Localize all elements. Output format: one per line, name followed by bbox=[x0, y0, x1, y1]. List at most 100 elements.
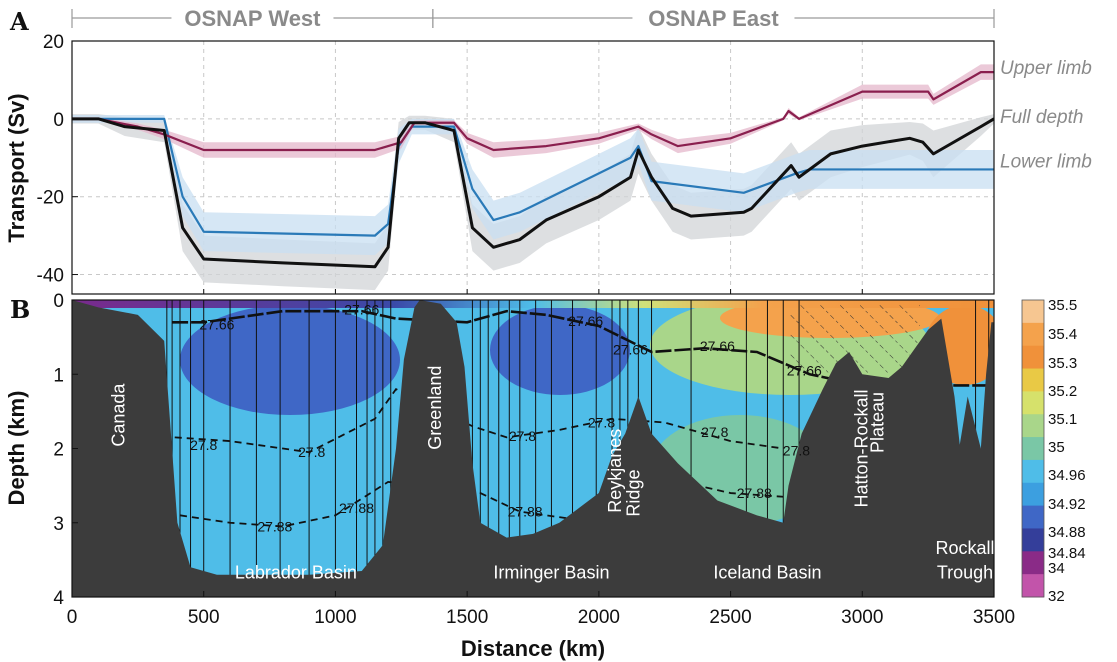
x-tick-label: 2000 bbox=[578, 607, 620, 628]
colorbar-label: 35.1 bbox=[1048, 411, 1077, 428]
colorbar-swatch bbox=[1022, 391, 1044, 415]
region-label: Canada bbox=[109, 383, 129, 447]
series-label: Full depth bbox=[1000, 107, 1083, 128]
x-tick-label: 500 bbox=[188, 607, 220, 628]
line-upper-limb bbox=[72, 71, 994, 152]
colorbar-swatch bbox=[1022, 437, 1044, 461]
colorbar-label: 35.4 bbox=[1048, 326, 1077, 343]
colorbar-swatch bbox=[1022, 528, 1044, 552]
line-full-depth bbox=[72, 117, 994, 269]
contour-label: 27.88 bbox=[257, 518, 292, 534]
region-label: Irminger Basin bbox=[493, 562, 609, 582]
transport-y-ticks: 20 0 -20 -40 bbox=[37, 32, 995, 294]
series-label: Lower limb bbox=[1000, 151, 1092, 172]
y-tick-label: 20 bbox=[43, 32, 64, 53]
contour-label: 27.88 bbox=[339, 500, 374, 516]
series-labels: Upper limb Full depth Lower limb bbox=[1000, 58, 1092, 172]
colorbar-swatch bbox=[1022, 482, 1044, 507]
colorbar-swatch bbox=[1022, 505, 1044, 529]
colorbar-label: 34.92 bbox=[1048, 496, 1086, 513]
region-label: Trough bbox=[937, 562, 993, 582]
salinity-colorbar: 35.5 35.4 35.3 35.2 35.1 35 34.96 34.92 34.88 34.… bbox=[1021, 297, 1086, 605]
contour-label: 27.66 bbox=[344, 302, 379, 318]
transport-axis-title: Transport (Sv) bbox=[4, 93, 29, 242]
contour-label: 27.66 bbox=[787, 363, 822, 379]
y-tick-label: 0 bbox=[53, 110, 64, 131]
region-label: Plateau bbox=[867, 392, 887, 453]
y-tick-label: -40 bbox=[37, 266, 64, 287]
x-tick-label: 1000 bbox=[314, 607, 356, 628]
line-lower-limb bbox=[72, 117, 994, 237]
colorbar-label: 32 bbox=[1048, 588, 1065, 605]
panel-a-letter: A bbox=[9, 7, 29, 36]
colorbar-frame bbox=[1021, 299, 1045, 598]
colorbar-label: 35.3 bbox=[1048, 355, 1077, 372]
irminger-fresh-core bbox=[490, 305, 630, 395]
depth-axis-title: Depth (km) bbox=[4, 391, 29, 506]
colorbar-label: 34.88 bbox=[1048, 524, 1086, 541]
colorbar-swatch bbox=[1022, 322, 1044, 347]
contour-label: 27.66 bbox=[199, 317, 234, 333]
contour-label: 27.8 bbox=[298, 444, 325, 460]
contour-label: 27.66 bbox=[568, 313, 603, 329]
colorbar-label: 34.84 bbox=[1048, 545, 1086, 562]
distance-axis-title: Distance (km) bbox=[461, 636, 605, 661]
y-tick-label: 2 bbox=[53, 440, 64, 461]
colorbar-swatch bbox=[1022, 368, 1044, 392]
contour-label: 27.8 bbox=[190, 437, 217, 453]
band-lower-limb bbox=[72, 114, 994, 256]
colorbar-label: 35.5 bbox=[1048, 297, 1077, 314]
region-label: Rockall bbox=[936, 538, 995, 558]
colorbar-label: 34.96 bbox=[1048, 467, 1086, 484]
region-label: Greenland bbox=[425, 366, 445, 450]
surface-layer bbox=[72, 300, 994, 308]
series-label: Upper limb bbox=[1000, 58, 1092, 79]
isopycnal-27.8 bbox=[174, 387, 784, 454]
colorbar-swatch bbox=[1022, 551, 1044, 575]
contour-label: 27.88 bbox=[508, 504, 543, 520]
colorbar-label: 35 bbox=[1048, 439, 1065, 456]
region-label: Hatton-Rockall bbox=[852, 389, 872, 507]
contour-label: 27.66 bbox=[613, 342, 648, 358]
depth-y-ticks: 0 1 2 3 4 bbox=[53, 291, 78, 609]
distance-x-ticks: 0 500 1000 1500 2000 2500 3000 3500 bbox=[67, 591, 1015, 628]
x-tick-label: 0 bbox=[67, 607, 78, 628]
section-label: OSNAP East bbox=[648, 6, 779, 31]
colorbar-swatch bbox=[1022, 574, 1044, 598]
y-tick-label: -20 bbox=[37, 188, 64, 209]
contour-label: 27.88 bbox=[737, 485, 772, 501]
seafloor bbox=[72, 300, 994, 597]
region-label: Reykjanes bbox=[605, 429, 625, 513]
colorbar-swatch bbox=[1022, 459, 1044, 484]
y-tick-label: 4 bbox=[53, 588, 64, 609]
colorbar-swatch bbox=[1022, 300, 1044, 324]
bathymetry bbox=[72, 300, 994, 597]
contour-label: 27.8 bbox=[701, 424, 728, 440]
section-label: OSNAP West bbox=[184, 6, 321, 31]
region-label: Labrador Basin bbox=[235, 562, 357, 582]
panel-a-frame bbox=[71, 40, 995, 295]
contour-labels: 27.66 27.66 27.66 27.66 27.66 27.66 27.8 27.8 27… bbox=[190, 302, 822, 535]
contour-label: 27.8 bbox=[783, 443, 810, 459]
contour-label: 27.8 bbox=[509, 428, 536, 444]
region-label: Ridge bbox=[624, 470, 644, 517]
y-tick-label: 3 bbox=[53, 514, 64, 535]
y-tick-label: 1 bbox=[53, 365, 64, 386]
section-brackets: OSNAP West OSNAP East bbox=[71, 6, 995, 31]
colorbar-swatch bbox=[1022, 414, 1044, 438]
region-label: Iceland Basin bbox=[713, 562, 821, 582]
labrador-fresh-core bbox=[180, 305, 400, 415]
uncertainty-bands bbox=[72, 64, 994, 291]
panel-b-letter: B bbox=[10, 295, 30, 324]
contour-label: 27.8 bbox=[588, 415, 615, 431]
colorbar-label: 35.2 bbox=[1048, 383, 1077, 400]
x-tick-label: 3000 bbox=[841, 607, 883, 628]
x-tick-label: 2500 bbox=[709, 607, 751, 628]
x-tick-label: 3500 bbox=[973, 607, 1015, 628]
y-tick-label: 0 bbox=[53, 291, 64, 312]
transport-lines bbox=[72, 71, 994, 269]
colorbar-swatch bbox=[1022, 345, 1044, 370]
colorbar-label: 34 bbox=[1048, 560, 1065, 577]
